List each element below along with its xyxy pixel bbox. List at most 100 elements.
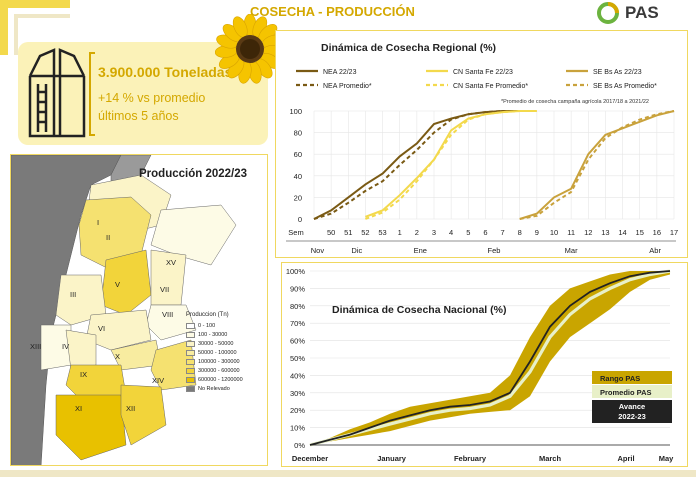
region-label: XIII [30, 342, 42, 351]
regional-legend-label: NEA 22/23 [323, 69, 357, 76]
regional-series-line [365, 110, 537, 220]
regional-series-line [519, 110, 675, 220]
regional-x-week-tick: 7 [500, 228, 504, 237]
regional-x-week-tick: 2 [415, 228, 419, 237]
regional-x-week-tick: 16 [653, 228, 661, 237]
regional-x-week-tick: 14 [618, 228, 626, 237]
legend-rango-swatch [592, 371, 672, 384]
map-legend-swatch [186, 349, 195, 356]
regional-legend-label: CN Santa Fe Promedio* [453, 83, 528, 90]
regional-x-week-tick: 12 [584, 228, 592, 237]
national-y-tick: 70% [290, 319, 305, 328]
regional-x-month-tick: Mar [565, 246, 578, 255]
map-legend-label: 300000 - 600000 [198, 367, 240, 374]
regional-x-week-tick: 4 [449, 228, 453, 237]
regional-x-week-tick: 52 [361, 228, 369, 237]
regional-x-week-tick: 51 [344, 228, 352, 237]
argentina-map [11, 155, 237, 465]
region-label: VI [98, 324, 106, 333]
pas-logo-icon [597, 2, 619, 24]
map-legend-label: 50000 - 100000 [198, 349, 237, 356]
regional-x-week-tick: 5 [466, 228, 470, 237]
map-legend-item: 100 - 30000 [186, 330, 262, 339]
vs-average-text: +14 % vs promedio últimos 5 años [98, 89, 248, 125]
regional-x-month-tick: Ene [414, 246, 427, 255]
regional-x-month-tick: Dic [351, 246, 362, 255]
corner-decoration [0, 0, 70, 55]
vs-average-line1: +14 % vs promedio [98, 91, 206, 105]
regional-y-tick: 100 [289, 107, 302, 116]
national-y-tick: 100% [286, 267, 306, 276]
regional-chart-panel: Dinámica de Cosecha Regional (%) NEA 22/… [275, 30, 688, 258]
bottom-bar [0, 470, 696, 477]
regional-x-week-tick: 53 [378, 228, 386, 237]
regional-x-week-tick: 3 [432, 228, 436, 237]
national-x-tick: January [377, 454, 407, 463]
region-label: IV [62, 342, 70, 351]
regional-y-tick: 20 [294, 193, 302, 202]
regional-legend-label: NEA Promedio* [323, 83, 372, 90]
map-legend-item: No Relevado [186, 384, 262, 393]
legend-avance-swatch [592, 400, 672, 423]
national-y-tick: 40% [290, 371, 305, 380]
production-map-panel [10, 154, 268, 466]
regional-x-month-tick: Nov [311, 246, 325, 255]
national-series-line [309, 269, 671, 447]
national-y-tick: 0% [294, 441, 305, 450]
regional-x-week-tick: 13 [601, 228, 609, 237]
map-legend-item: 0 - 100 [186, 321, 262, 330]
map-legend: Produccion (Tn) 0 - 100 100 - 30000 30000 … [186, 312, 262, 393]
national-x-tick: May [659, 454, 674, 463]
region-label: V [115, 280, 121, 289]
national-x-tick: April [617, 454, 634, 463]
regional-y-tick: 80 [294, 129, 302, 138]
region-label: II [106, 233, 111, 242]
map-legend-item: 600000 - 1200000 [186, 375, 262, 384]
map-title: Producción 2022/23 [139, 168, 248, 180]
region-label: X [115, 352, 121, 361]
national-x-tick: February [454, 454, 487, 463]
regional-legend-label: CN Santa Fe 22/23 [453, 69, 513, 76]
legend-avance-label-2: 2022-23 [618, 412, 646, 421]
map-legend-label: 600000 - 1200000 [198, 376, 243, 383]
national-y-tick: 50% [290, 354, 305, 363]
legend-promedio-label: Promedio PAS [600, 388, 652, 397]
region-label: XIV [152, 376, 165, 385]
map-legend-swatch [186, 385, 195, 392]
map-legend-label: 0 - 100 [198, 322, 216, 329]
regional-legend-label: SE Bs As 22/23 [593, 69, 642, 76]
national-x-tick: March [539, 454, 562, 463]
regional-chart-footnote: *Promedio de cosecha campaña agrícola 20… [501, 99, 649, 105]
map-legend-swatch [186, 358, 195, 365]
regional-chart: Dinámica de Cosecha Regional (%) NEA 22/… [286, 42, 678, 255]
regional-x-week-tick: 9 [535, 228, 539, 237]
regional-chart-title: Dinámica de Cosecha Regional (%) [321, 42, 496, 54]
region-label: XII [126, 404, 136, 413]
national-chart-panel: Dinámica de Cosecha Nacional (%) 0% 10% 20… [281, 262, 688, 467]
region-label: I [97, 218, 100, 227]
national-y-tick: 20% [290, 406, 305, 415]
regional-legend-label: SE Bs As Promedio* [593, 83, 657, 90]
map-legend-swatch [186, 367, 195, 374]
map-legend-item: 30000 - 50000 [186, 339, 262, 348]
legend-rango-label: Rango PAS [600, 374, 640, 383]
map-legend-label: 100000 - 300000 [198, 358, 240, 365]
regional-x-week-tick: 8 [518, 228, 522, 237]
regional-x-week-tick: Sem [288, 228, 303, 237]
national-y-tick: 10% [290, 424, 305, 433]
bracket-divider [89, 52, 95, 136]
pas-logo: PAS [597, 2, 682, 24]
silo-icon [28, 48, 86, 138]
national-series-line [309, 270, 671, 446]
map-legend-item: 50000 - 100000 [186, 348, 262, 357]
map-legend-swatch [186, 376, 195, 383]
regional-x-week-tick: 1 [398, 228, 402, 237]
regional-y-tick: 60 [294, 150, 302, 159]
region-label: VIII [162, 310, 174, 319]
map-legend-title: Produccion (Tn) [186, 312, 229, 318]
map-legend-item: 300000 - 600000 [186, 366, 262, 375]
map-legend-label: 30000 - 50000 [198, 340, 234, 347]
national-y-tick: 80% [290, 302, 305, 311]
legend-avance-label-1: Avance [619, 402, 645, 411]
regional-x-week-tick: 50 [327, 228, 335, 237]
